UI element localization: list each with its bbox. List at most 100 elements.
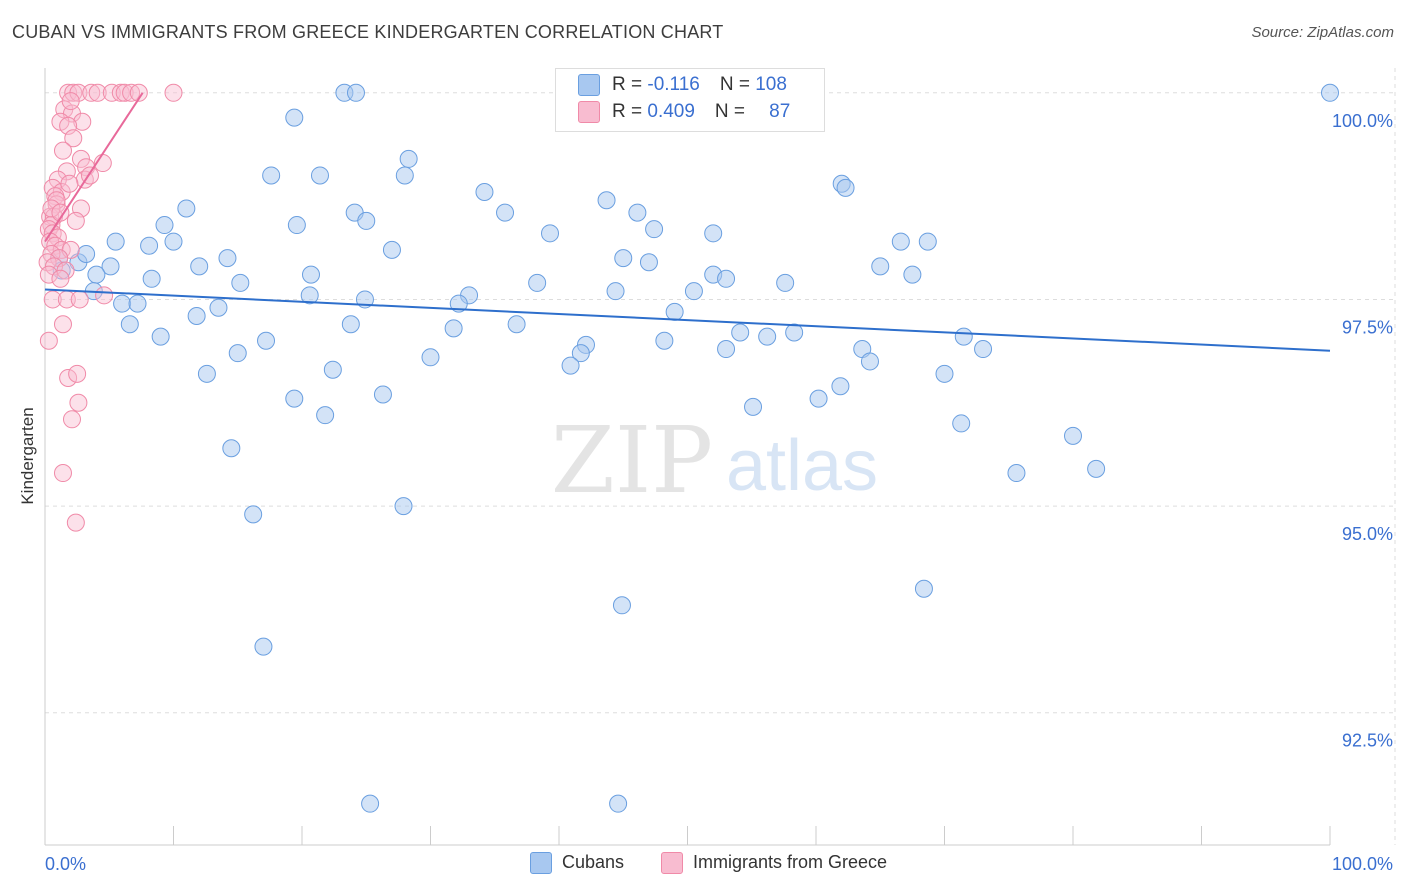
greece-point bbox=[51, 203, 70, 222]
cubans-point bbox=[717, 340, 736, 359]
cubans-point bbox=[228, 344, 247, 363]
greece-point bbox=[53, 315, 72, 334]
cubans-point bbox=[421, 348, 440, 367]
cubans-point bbox=[285, 389, 304, 408]
cubans-point bbox=[449, 294, 468, 313]
cubans-point bbox=[254, 637, 273, 656]
cubans-point bbox=[190, 257, 209, 276]
cubans-point bbox=[496, 203, 515, 222]
cubans-point bbox=[382, 240, 401, 259]
greece-point bbox=[129, 83, 148, 102]
greece-point bbox=[59, 368, 78, 387]
cubans-point bbox=[357, 211, 376, 230]
cubans-point bbox=[187, 306, 206, 325]
cubans-point bbox=[87, 265, 106, 284]
cubans-trend-line bbox=[44, 288, 1331, 352]
cubans-point bbox=[639, 253, 658, 272]
cubans-point bbox=[285, 108, 304, 127]
r-value: -0.116 bbox=[647, 74, 700, 96]
cubans-point bbox=[758, 327, 777, 346]
greece-point bbox=[60, 174, 79, 193]
greece-point bbox=[69, 393, 88, 412]
cubans-point bbox=[101, 257, 120, 276]
greece-point bbox=[64, 129, 83, 148]
cubans-point bbox=[222, 439, 241, 458]
greece-point bbox=[115, 83, 134, 102]
cubans-point bbox=[209, 298, 228, 317]
n-value: 108 bbox=[755, 74, 787, 96]
greece-point bbox=[42, 199, 61, 218]
y-tick-label: 97.5% bbox=[1342, 317, 1393, 337]
cubans-point bbox=[914, 579, 933, 598]
correlation-legend: R = -0.116 N = 108 R = 0.409 N = 87 bbox=[555, 68, 825, 132]
cubans-point bbox=[628, 203, 647, 222]
tick-labels: 100.0% 97.5% 95.0% 92.5% 0.0% 100.0% bbox=[45, 111, 1393, 874]
cubans-point bbox=[645, 220, 664, 239]
cubans-point bbox=[952, 414, 971, 433]
cubans-point bbox=[954, 327, 973, 346]
cubans-point bbox=[918, 232, 937, 251]
cubans-point bbox=[231, 273, 250, 292]
r-label: R = bbox=[612, 74, 648, 96]
cubans-point bbox=[871, 257, 890, 276]
cubans-point bbox=[113, 294, 132, 313]
chart-title: CUBAN VS IMMIGRANTS FROM GREECE KINDERGA… bbox=[12, 22, 724, 42]
cubans-point bbox=[684, 282, 703, 301]
cubans-point bbox=[903, 265, 922, 284]
axes bbox=[44, 68, 1331, 846]
cubans-point bbox=[197, 364, 216, 383]
watermark-zip: ZIP bbox=[551, 407, 713, 514]
cubans-point bbox=[1007, 464, 1026, 483]
series-cubans bbox=[50, 83, 1339, 813]
cubans-point bbox=[155, 216, 174, 235]
cubans-point bbox=[541, 224, 560, 243]
n-label: N = bbox=[714, 101, 751, 123]
greece-point bbox=[66, 211, 85, 230]
cubans-point bbox=[346, 83, 365, 102]
greece-swatch bbox=[578, 101, 600, 123]
r-value: 0.409 bbox=[647, 101, 695, 123]
cubans-point bbox=[142, 269, 161, 288]
cubans-point bbox=[373, 385, 392, 404]
cubans-point bbox=[218, 249, 237, 268]
y-tick-label: 100.0% bbox=[1332, 111, 1393, 131]
series-greece bbox=[38, 83, 183, 532]
x-tick-label: 100.0% bbox=[1332, 854, 1393, 874]
gridlines bbox=[45, 68, 1396, 845]
x-tick-label: 0.0% bbox=[45, 854, 86, 874]
cubans-point bbox=[655, 331, 674, 350]
cubans-point bbox=[744, 397, 763, 416]
cubans-point bbox=[612, 596, 631, 615]
r-label: R = bbox=[612, 101, 648, 123]
cubans-point bbox=[399, 149, 418, 168]
cubans-point bbox=[77, 244, 96, 263]
cubans-point bbox=[831, 377, 850, 396]
cubans-point bbox=[785, 323, 804, 342]
cubans-point bbox=[300, 286, 319, 305]
cubans-label: Cubans bbox=[562, 852, 625, 872]
greece-point bbox=[73, 112, 92, 131]
cubans-point bbox=[891, 232, 910, 251]
greece-point bbox=[61, 92, 80, 111]
legend-row-greece: R = 0.409 N = 87 bbox=[578, 101, 790, 127]
cubans-point bbox=[262, 166, 281, 185]
cubans-point bbox=[341, 315, 360, 334]
cubans-point bbox=[301, 265, 320, 284]
cubans-point bbox=[106, 232, 125, 251]
cubans-point bbox=[717, 269, 736, 288]
greece-point bbox=[62, 410, 81, 429]
cubans-point bbox=[528, 273, 547, 292]
cubans-point bbox=[507, 315, 526, 334]
bottom-legend-cubans: Cubans bbox=[530, 852, 625, 875]
greece-point bbox=[88, 83, 107, 102]
cubans-point bbox=[164, 232, 183, 251]
greece-trend-line bbox=[44, 92, 144, 243]
cubans-point bbox=[935, 364, 954, 383]
cubans-point bbox=[257, 331, 276, 350]
n-label: N = bbox=[719, 74, 756, 96]
cubans-point bbox=[310, 166, 329, 185]
greece-point bbox=[70, 290, 89, 309]
cubans-point bbox=[323, 360, 342, 379]
legend-row-cubans: R = -0.116 N = 108 bbox=[578, 74, 787, 100]
